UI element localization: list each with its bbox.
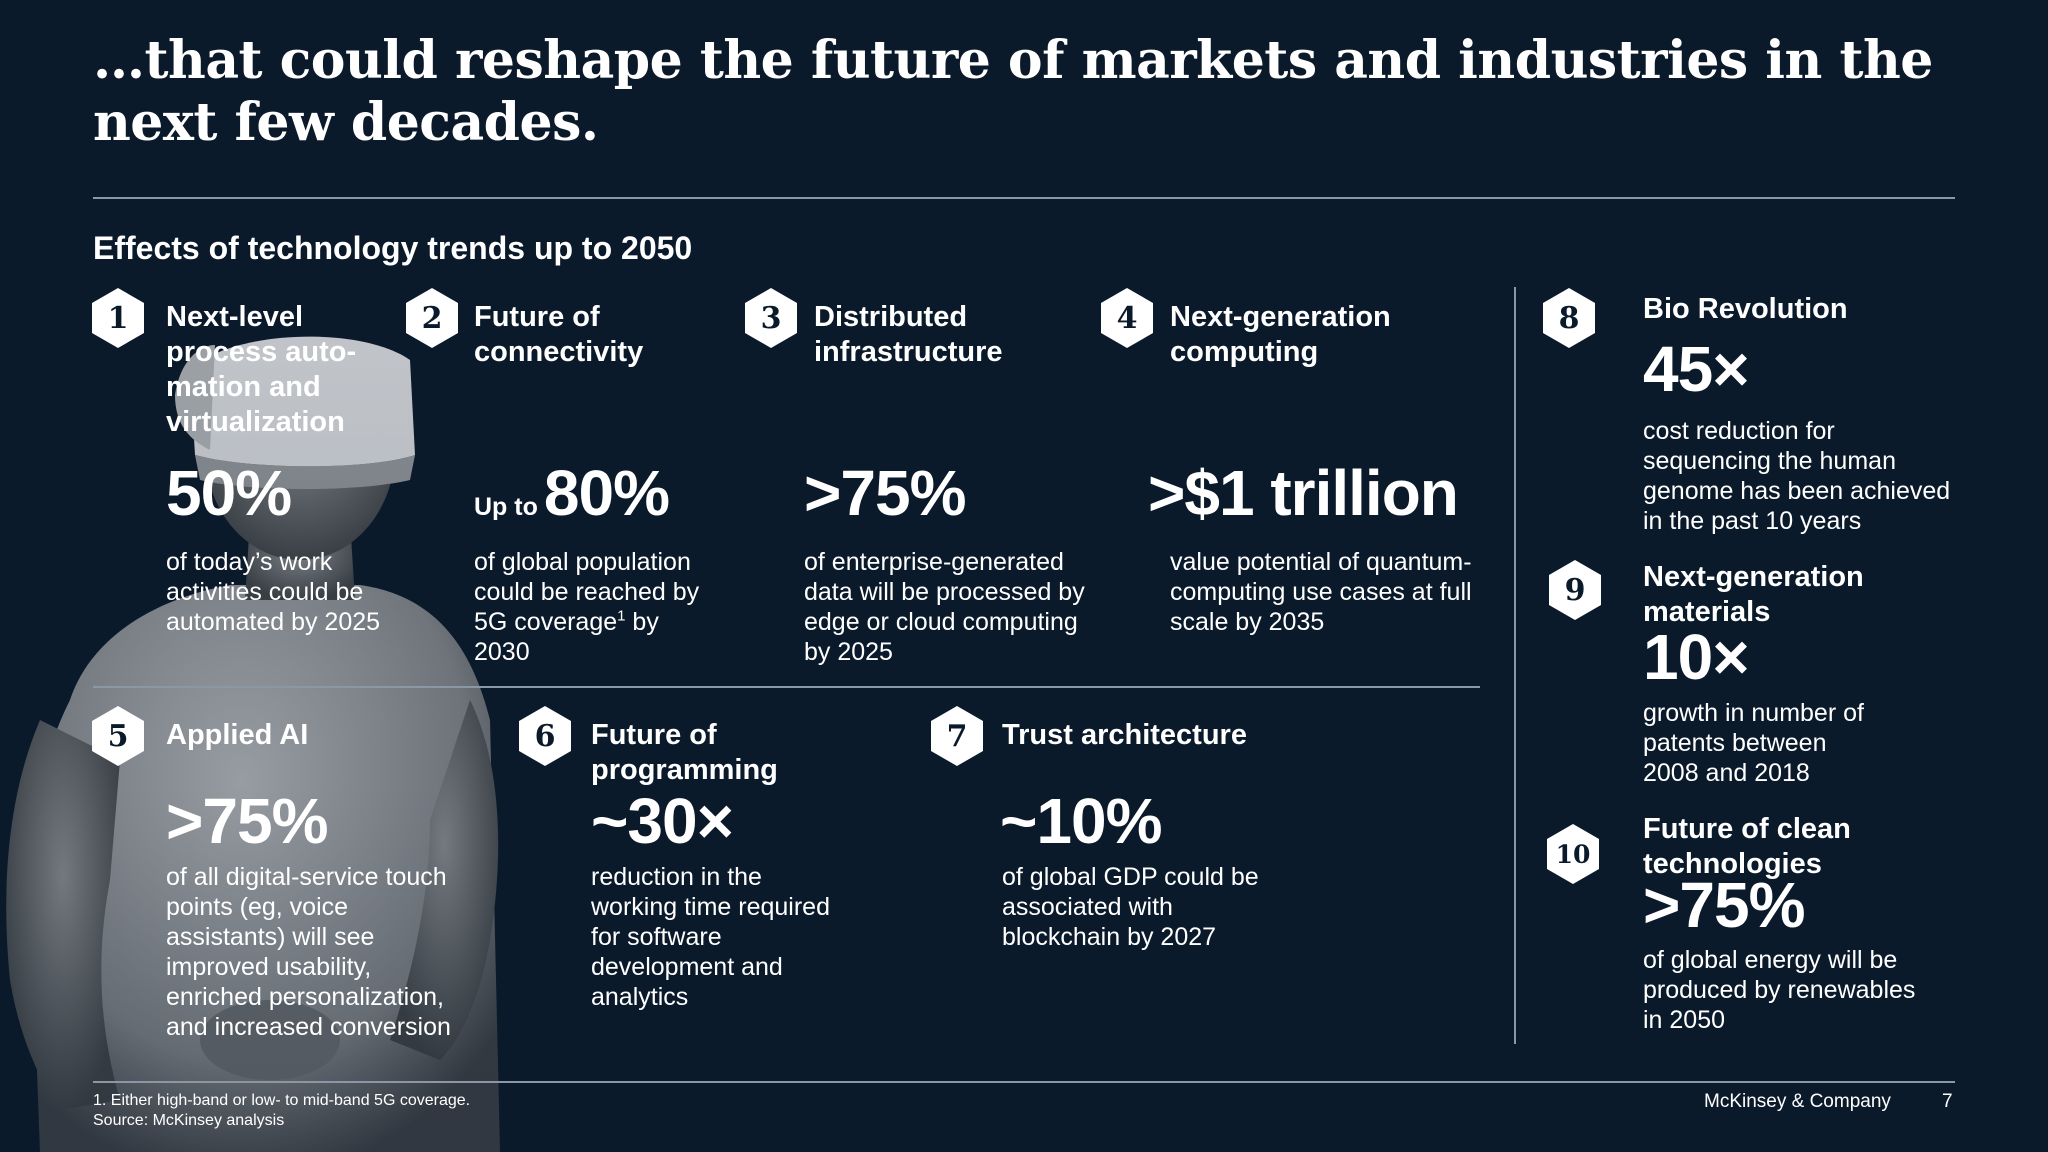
trend-9-description: growth in number of patents between 2008… xyxy=(1643,699,1864,787)
footnote-ref-1: 1 xyxy=(617,607,626,625)
trend-2-heading: Future of connectivity xyxy=(474,301,644,368)
footnote-text: 1. Either high-band or low- to mid-band … xyxy=(93,1092,471,1109)
trend-3-heading: Distributed infrastructure xyxy=(814,301,1003,368)
trend-3-description: of enterprise-generated data will be pro… xyxy=(804,548,1085,666)
trend-3-number-badge: 3 xyxy=(745,288,797,348)
trend-5-heading: Applied AI xyxy=(166,719,309,751)
trend-1-heading: Next-level process auto-mation and virtu… xyxy=(166,301,357,438)
trend-6-heading: Future of programming xyxy=(591,719,778,786)
trend-4-description: value potential of quantum-computing use… xyxy=(1170,548,1472,636)
trend-9-heading: Next-generation materials xyxy=(1643,561,1864,628)
page-title: …that could reshape the future of market… xyxy=(93,30,1933,153)
trend-1-description: of today’s work activities could be auto… xyxy=(166,548,381,636)
trend-1-number-badge: 1 xyxy=(92,288,144,348)
footnote: 1. Either high-band or low- to mid-band … xyxy=(93,1091,470,1131)
trend-2-number-badge: 2 xyxy=(406,288,458,348)
trend-5-stat: >75% xyxy=(166,785,328,857)
trend-8-stat: 45× xyxy=(1643,333,1750,405)
trend-3-stat: >75% xyxy=(804,457,966,529)
brand-name: McKinsey & Company xyxy=(1704,1091,1891,1112)
trend-8-number-badge: 8 xyxy=(1543,288,1595,348)
trend-4-heading: Next-generation computing xyxy=(1170,301,1391,368)
trend-6-description: reduction in the working time required f… xyxy=(591,863,830,1011)
trend-7-description: of global GDP could be associated with b… xyxy=(1002,863,1259,951)
vr-person-illustration xyxy=(0,0,560,1152)
trend-5-description: of all digital-service touch points (eg,… xyxy=(166,863,451,1041)
trend-7-stat: ~10% xyxy=(1000,785,1162,857)
trend-10-heading: Future of clean technologies xyxy=(1643,813,1851,880)
trend-10-description: of global energy will be produced by ren… xyxy=(1643,946,1916,1034)
trend-4-number-badge: 4 xyxy=(1101,288,1153,348)
page-number: 7 xyxy=(1942,1091,1953,1112)
source-text: Source: McKinsey analysis xyxy=(93,1112,285,1129)
trend-9-number-badge: 9 xyxy=(1549,560,1601,620)
trend-2-stat: Up to80% xyxy=(474,457,670,529)
trend-10-number-badge: 10 xyxy=(1547,824,1599,884)
trend-2-description: of global population could be reached by… xyxy=(474,548,700,666)
trend-9-stat: 10× xyxy=(1643,621,1750,693)
trend-5-number-badge: 5 xyxy=(92,706,144,766)
trend-1-stat: 50% xyxy=(166,457,292,529)
row-divider xyxy=(93,686,1480,688)
trend-6-number-badge: 6 xyxy=(519,706,571,766)
trend-4-stat: >$1 trillion xyxy=(1148,457,1459,529)
trend-7-heading: Trust architecture xyxy=(1002,719,1247,751)
trend-8-heading: Bio Revolution xyxy=(1643,293,1848,325)
trend-8-description: cost reduction for sequencing the human … xyxy=(1643,417,1951,535)
title-divider xyxy=(93,197,1955,199)
section-subtitle: Effects of technology trends up to 2050 xyxy=(93,230,693,266)
trend-6-stat: ~30× xyxy=(591,785,734,857)
trend-7-number-badge: 7 xyxy=(931,706,983,766)
column-divider xyxy=(1514,287,1516,1044)
trend-10-stat: >75% xyxy=(1643,869,1805,941)
footer-divider xyxy=(93,1081,1955,1083)
